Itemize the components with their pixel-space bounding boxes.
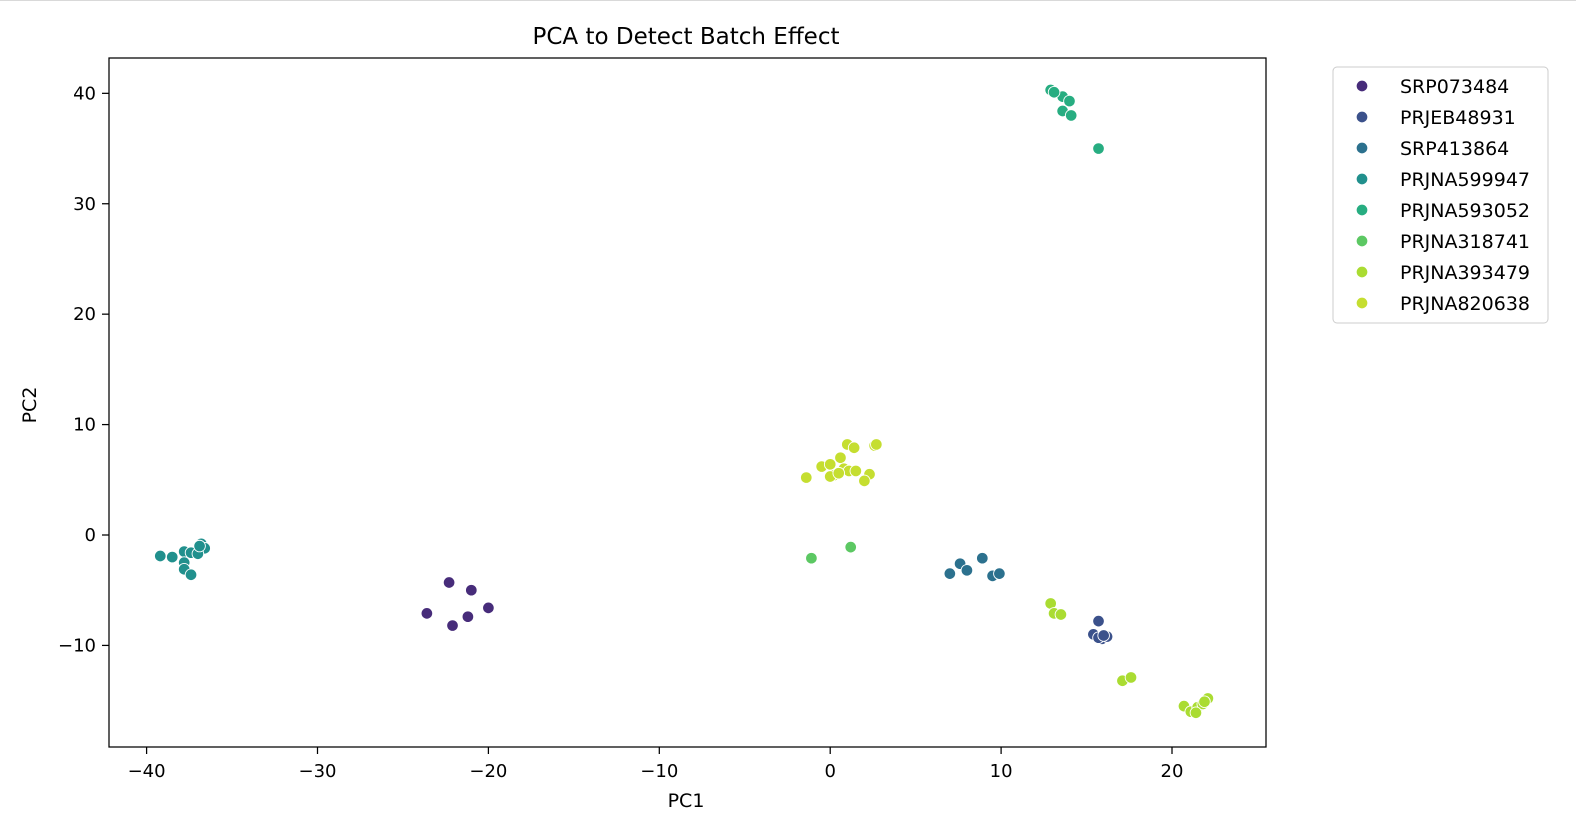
- data-point: [1189, 706, 1203, 720]
- data-point: [834, 451, 847, 464]
- data-point: [849, 464, 863, 478]
- data-point: [446, 619, 459, 632]
- chart-title: PCA to Detect Batch Effect: [533, 24, 840, 50]
- data-point: [420, 607, 434, 620]
- legend-marker: [1355, 79, 1369, 93]
- legend-frame: [1332, 66, 1549, 324]
- x-tick-label: 10: [990, 761, 1013, 782]
- series-SRP413864: [943, 551, 1006, 583]
- y-tick-label: 10: [73, 415, 96, 436]
- data-point: [832, 466, 845, 480]
- x-axis: −40 −30 −20 −10 0 10 20: [128, 747, 1184, 782]
- x-tick-label: 0: [824, 761, 835, 782]
- legend-marker: [1355, 172, 1369, 186]
- legend-marker: [1355, 141, 1369, 155]
- x-tick-label: 20: [1161, 761, 1184, 782]
- legend-label: SRP073484: [1400, 76, 1509, 98]
- legend-label: PRJEB48931: [1400, 107, 1516, 129]
- data-point: [823, 458, 837, 471]
- points-layer: [154, 83, 1215, 720]
- data-point: [1092, 614, 1105, 628]
- legend-items: SRP073484 PRJEB48931 SRP413864 PRJNA599947 P…: [1355, 76, 1530, 315]
- data-point: [943, 567, 957, 580]
- data-point: [847, 441, 861, 455]
- x-tick-label: −10: [640, 761, 678, 782]
- legend-marker: [1355, 265, 1369, 279]
- data-point: [960, 564, 974, 577]
- legend-marker: [1355, 110, 1369, 124]
- data-point: [844, 540, 857, 554]
- data-point: [1124, 671, 1138, 684]
- data-point: [976, 551, 989, 565]
- series-PRJNA393479: [1044, 597, 1215, 720]
- x-tick-label: −20: [469, 761, 507, 782]
- x-tick-label: −40: [128, 761, 166, 782]
- legend-marker: [1355, 203, 1369, 217]
- series-SRP073484: [420, 576, 495, 632]
- x-axis-label: PC1: [668, 790, 705, 812]
- y-tick-label: 30: [73, 194, 96, 215]
- y-axis-label: PC2: [19, 387, 41, 424]
- y-axis: −10 0 10 20 30 40: [58, 83, 109, 656]
- data-point: [805, 551, 818, 565]
- data-point: [870, 438, 883, 451]
- data-point: [442, 576, 456, 589]
- legend-marker: [1355, 296, 1369, 310]
- data-point: [1047, 85, 1061, 99]
- y-tick-label: 20: [73, 304, 96, 325]
- plot-area-frame: [108, 57, 1267, 748]
- data-point: [193, 539, 206, 553]
- legend-marker: [1355, 234, 1369, 248]
- data-point: [465, 583, 478, 597]
- data-point: [1064, 109, 1078, 122]
- data-point: [1054, 608, 1068, 621]
- data-point: [1097, 629, 1110, 642]
- y-tick-label: 40: [73, 83, 96, 104]
- data-point: [800, 471, 813, 484]
- legend-label: PRJNA820638: [1400, 293, 1530, 315]
- legend: SRP073484 PRJEB48931 SRP413864 PRJNA599947 P…: [1332, 66, 1549, 324]
- series-PRJNA318741: [805, 540, 857, 565]
- series-PRJNA820638: [800, 438, 883, 488]
- legend-label: PRJNA599947: [1400, 169, 1530, 191]
- data-point: [1063, 94, 1076, 108]
- series-PRJEB48931: [1087, 614, 1114, 646]
- series-PRJNA593052: [1044, 83, 1105, 155]
- x-tick-label: −30: [298, 761, 336, 782]
- data-point: [482, 601, 495, 615]
- legend-label: SRP413864: [1400, 138, 1509, 160]
- data-point: [858, 474, 871, 488]
- data-point: [154, 549, 167, 563]
- legend-label: PRJNA318741: [1400, 231, 1530, 253]
- data-point: [165, 550, 179, 564]
- data-point: [461, 610, 475, 623]
- legend-label: PRJNA393479: [1400, 262, 1530, 284]
- data-point: [1198, 695, 1211, 708]
- legend-label: PRJNA593052: [1400, 200, 1530, 222]
- series-PRJNA599947: [154, 537, 211, 582]
- data-point: [1092, 142, 1105, 155]
- data-point: [993, 567, 1006, 580]
- y-tick-label: 0: [85, 525, 96, 546]
- y-tick-label: −10: [58, 635, 96, 656]
- data-point: [184, 568, 198, 582]
- top-border: [0, 0, 1576, 1]
